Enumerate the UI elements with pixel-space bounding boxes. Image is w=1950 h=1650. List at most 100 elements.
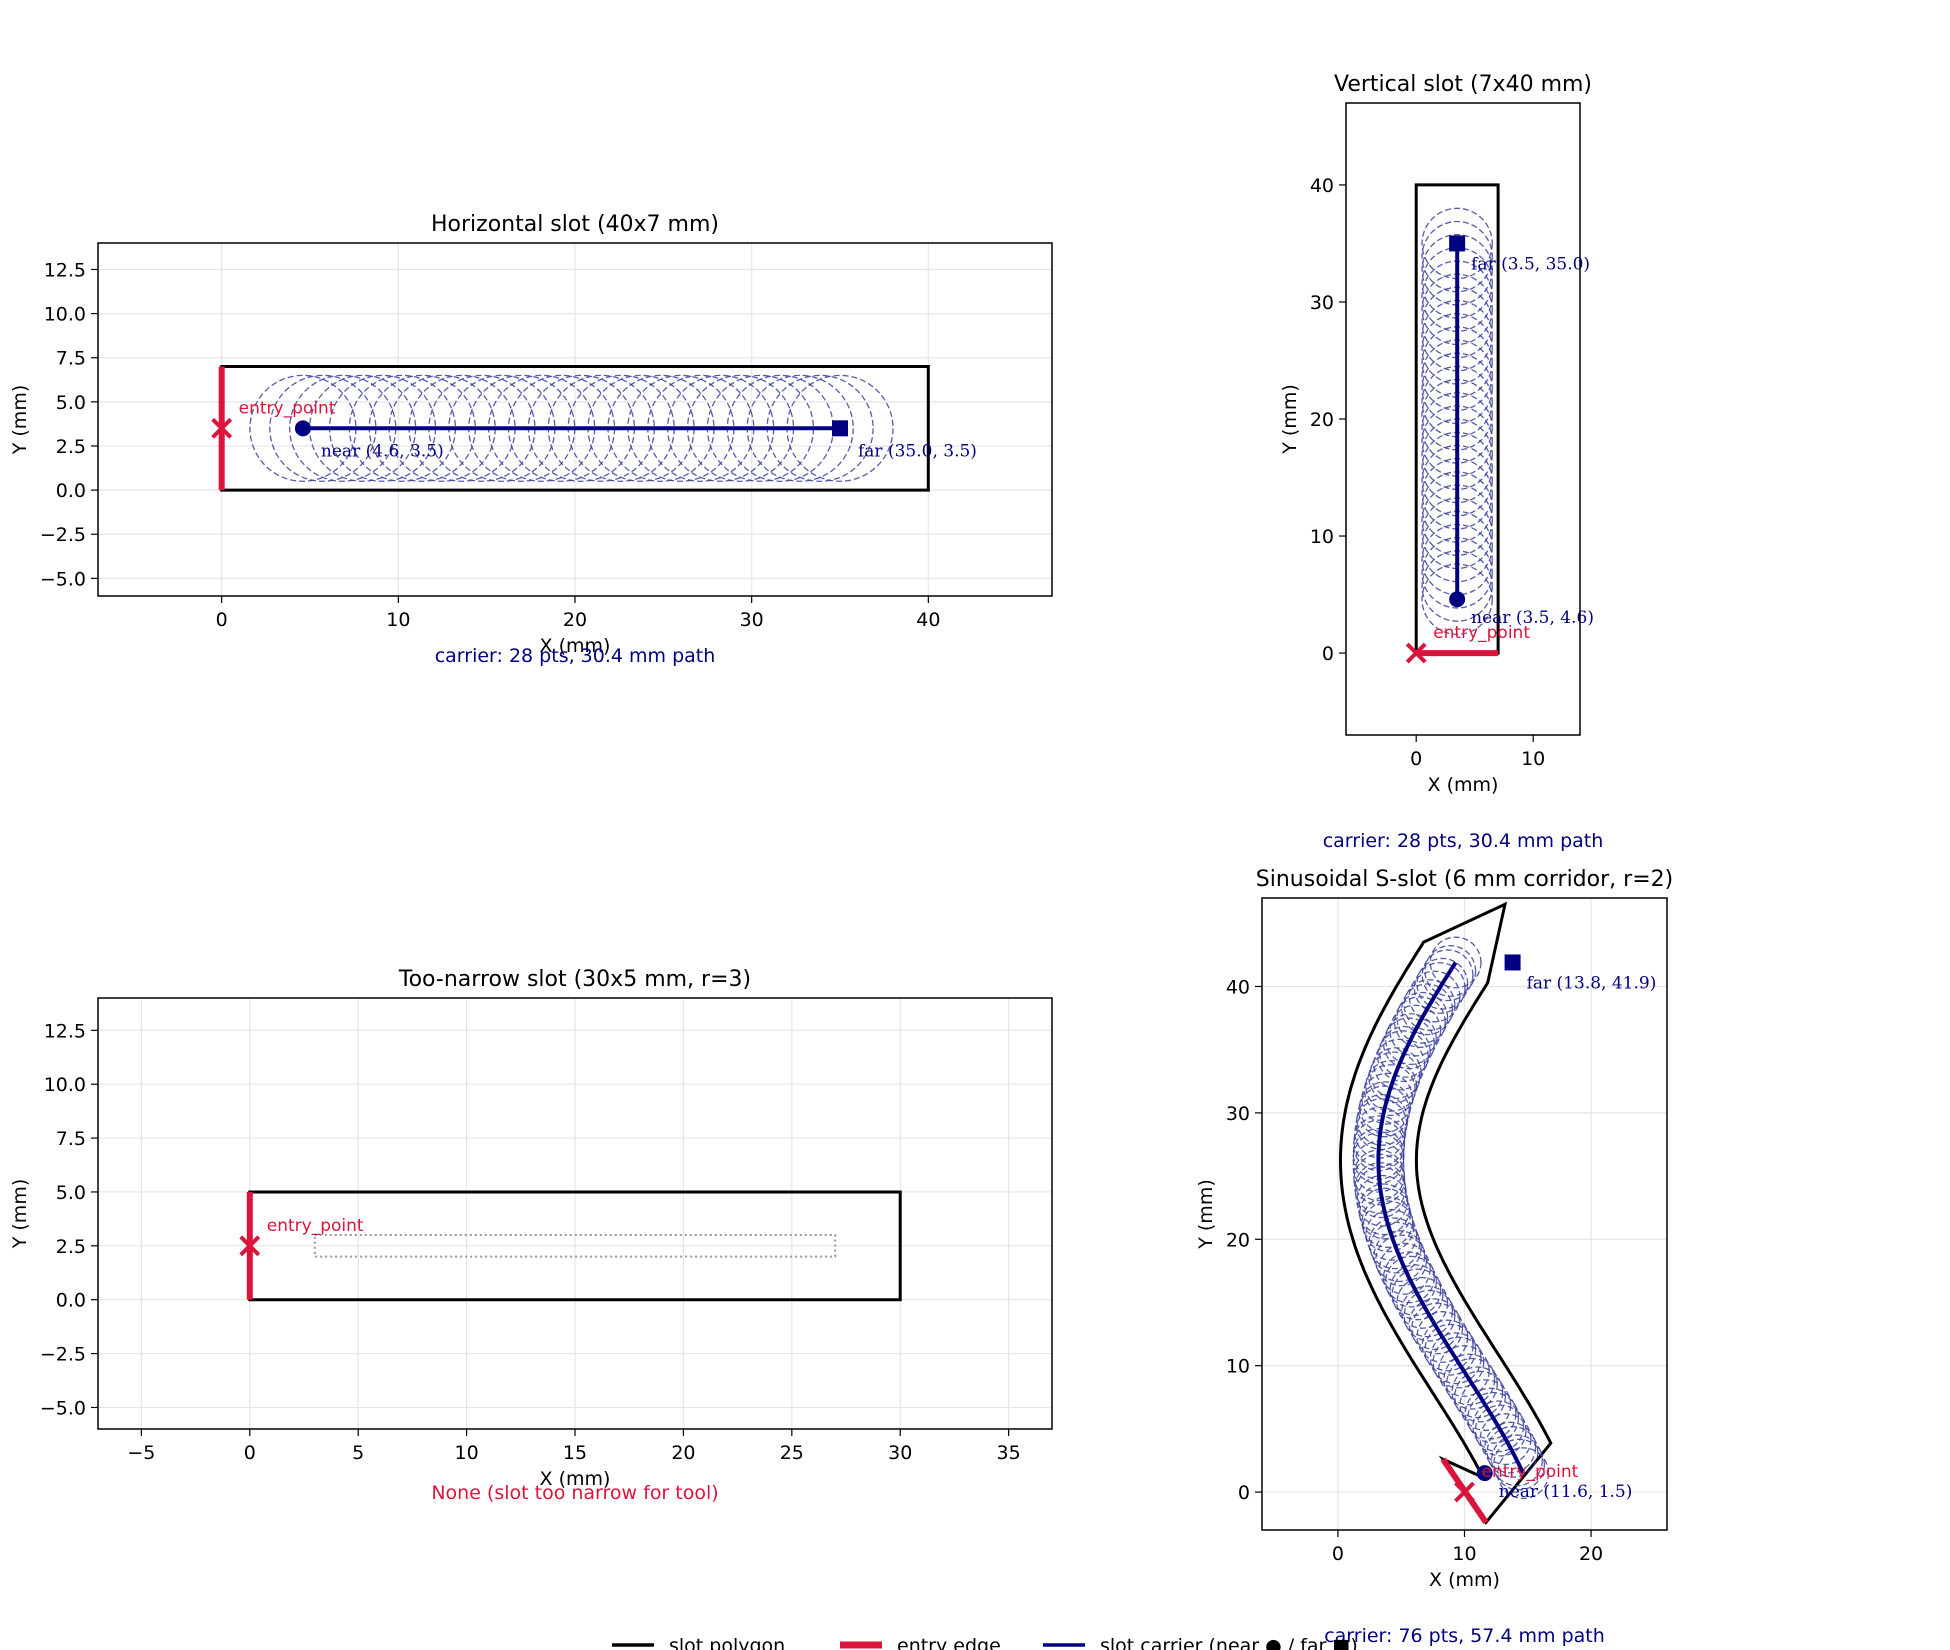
chart-narrow: −5 0 5 10 15 20 25 30 35 −5.0 −2.5 0.0 2.5 5.0 7.5 10.0… (9, 967, 1053, 1504)
tool-circle (1464, 1387, 1517, 1440)
entry-point-label: entry_point (1433, 623, 1530, 643)
plot-area (218, 365, 930, 492)
tool-circle (1358, 1183, 1411, 1236)
chart-title: Vertical slot (7x40 mm) (1334, 72, 1592, 97)
chart-title: Sinusoidal S-slot (6 mm corridor, r=2) (1256, 867, 1673, 892)
tool-circle (1408, 1298, 1461, 1351)
entry-point-label: entry_point (267, 1216, 364, 1236)
near-marker (1449, 591, 1466, 608)
y-tick-label: −2.5 (40, 524, 86, 546)
tool-circle (1389, 1264, 1442, 1317)
tool-circle (1490, 1434, 1543, 1487)
tool-circle (1413, 962, 1466, 1014)
y-tick-label: 7.5 (56, 348, 86, 370)
tool-circle (1467, 1391, 1520, 1444)
tool-circle (1479, 1413, 1532, 1466)
tool-circle (1362, 1200, 1415, 1253)
tool-circle (1429, 936, 1482, 989)
axes-frame (97, 242, 1053, 597)
y-tick-label: −5.0 (40, 1397, 86, 1419)
tool-circle (1382, 1017, 1435, 1070)
y-tick-label: 10.0 (44, 304, 86, 326)
tool-circle (1356, 1174, 1409, 1227)
x-tick-label: 0 (1410, 748, 1422, 770)
x-tick-label: 15 (563, 1442, 587, 1464)
x-tick-label: 40 (916, 609, 940, 631)
x-tick-label: 20 (563, 609, 587, 631)
y-tick-label: 20 (1310, 409, 1334, 431)
carrier-line (1376, 961, 1525, 1474)
entry-point-label: entry_point (239, 398, 336, 418)
carrier-caption: carrier: 76 pts, 57.4 mm path (1324, 1625, 1605, 1647)
legend-label: slot carrier (near ● / far ■) (1100, 1635, 1358, 1650)
carrier-caption: carrier: 28 pts, 30.4 mm path (1323, 830, 1604, 852)
carrier-caption: None (slot too narrow for tool) (431, 1482, 718, 1504)
tool-circle (1443, 1353, 1496, 1406)
entry-point-marker (211, 417, 233, 439)
tool-circle (1385, 1255, 1437, 1308)
tool-circle (1459, 1379, 1512, 1431)
y-tick-label: −5.0 (40, 568, 86, 590)
entry-point-marker (1454, 1481, 1475, 1503)
tool-circle (1359, 1187, 1412, 1240)
tool-circle (1484, 1421, 1537, 1474)
tool-circle (1396, 991, 1449, 1044)
tool-circle (1474, 1404, 1527, 1457)
y-tick-label: 2.5 (56, 1236, 86, 1258)
tool-circle (1376, 1030, 1429, 1083)
near-marker (294, 420, 311, 437)
near-label: near (4.6, 3.5) (321, 441, 444, 461)
tool-circle (1454, 1370, 1507, 1423)
x-tick-label: 0 (244, 1442, 256, 1464)
y-tick-label: 10.0 (44, 1074, 86, 1096)
tool-circle (1396, 1276, 1449, 1329)
tool-circle (1451, 1366, 1504, 1419)
x-tick-label: 35 (997, 1442, 1021, 1464)
x-axis-label: X (mm) (540, 635, 611, 657)
y-tick-label: 0.0 (56, 480, 86, 502)
tool-circle (1368, 1217, 1421, 1270)
tool-circle (1416, 1311, 1469, 1363)
x-tick-label: 30 (740, 609, 764, 631)
y-tick-label: 20 (1226, 1229, 1250, 1251)
x-tick-label: 10 (386, 609, 410, 631)
tool-circle (1437, 1345, 1490, 1397)
y-tick-label: 0.0 (56, 1290, 86, 1312)
tool-circle (1368, 1051, 1421, 1104)
plot-area (1414, 183, 1500, 657)
y-tick-label: 30 (1310, 292, 1334, 314)
axes-frame (97, 997, 1053, 1430)
x-tick-label: 30 (888, 1442, 912, 1464)
tool-circle (1432, 1336, 1485, 1389)
x-tick-label: 0 (1332, 1543, 1344, 1565)
tool-circle (1391, 1268, 1444, 1321)
y-axis-label: Y (mm) (9, 385, 31, 456)
tool-circle (1389, 1004, 1442, 1057)
far-marker (832, 420, 848, 437)
tool-circle (1493, 1438, 1546, 1491)
chart-horizontal: 0 10 20 30 40 −5.0 −2.5 0.0 2.5 5.0 7.5 10.0 12.5 Hor… (9, 212, 1053, 667)
chart-title: Too-narrow slot (30x5 mm, r=3) (398, 967, 751, 992)
tool-circle (1378, 1242, 1431, 1295)
chart-title: Horizontal slot (40x7 mm) (431, 212, 719, 237)
y-tick-label: 10 (1310, 526, 1334, 548)
tool-circle (1361, 1196, 1414, 1248)
x-tick-label: 25 (780, 1442, 804, 1464)
y-tick-label: 12.5 (44, 259, 86, 281)
y-tick-label: 40 (1226, 976, 1250, 998)
axes-frame (1261, 897, 1668, 1531)
x-tick-label: 20 (1579, 1543, 1603, 1565)
x-axis-label: X (mm) (540, 1468, 611, 1490)
carrier-caption: carrier: 28 pts, 30.4 mm path (435, 645, 716, 667)
tool-circle (1401, 1285, 1454, 1338)
tool-circle (1472, 1400, 1525, 1453)
y-tick-label: 10 (1226, 1356, 1250, 1378)
x-tick-label: 10 (1452, 1543, 1476, 1565)
y-tick-label: 30 (1226, 1103, 1250, 1125)
tool-circle (1365, 1208, 1418, 1261)
y-tick-label: 5.0 (56, 1182, 86, 1204)
tool-circle (1416, 957, 1469, 1010)
tool-circle (1446, 1357, 1498, 1410)
y-tick-label: 12.5 (44, 1020, 86, 1042)
y-tick-label: 2.5 (56, 436, 86, 458)
